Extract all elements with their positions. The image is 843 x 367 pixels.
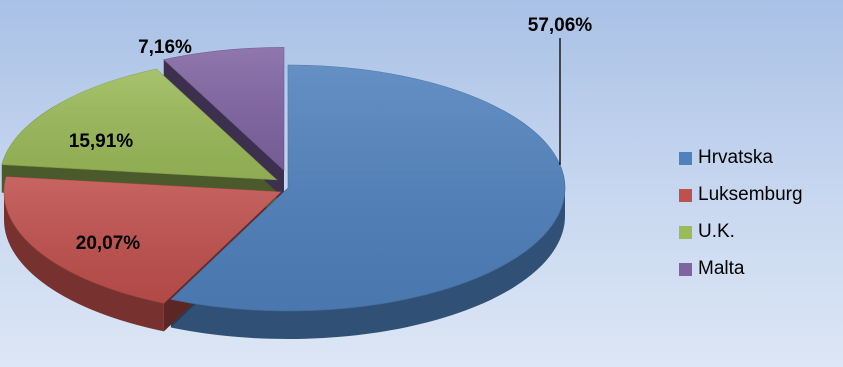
legend-swatch xyxy=(679,189,692,202)
legend-item-uk: U.K. xyxy=(679,221,735,242)
legend-label: Luksemburg xyxy=(698,184,803,205)
slices-layer xyxy=(1,47,566,340)
legend-item-luksemburg: Luksemburg xyxy=(679,184,803,205)
legend-item-malta: Malta xyxy=(679,258,745,279)
data-label-uk: 15,91% xyxy=(69,131,134,152)
data-labels: 57,06% 20,07% 15,91% 7,16% xyxy=(69,15,593,254)
legend-item-hrvatska: Hrvatska xyxy=(679,147,773,168)
legend: Hrvatska Luksemburg U.K. Malta xyxy=(679,147,803,279)
legend-swatch xyxy=(679,226,692,239)
data-label-hrvatska: 57,06% xyxy=(528,15,593,36)
legend-swatch xyxy=(679,263,692,276)
legend-swatch xyxy=(679,152,692,165)
data-label-malta: 7,16% xyxy=(138,37,192,58)
legend-label: Hrvatska xyxy=(698,147,773,168)
legend-label: U.K. xyxy=(698,221,735,242)
data-label-luksemburg: 20,07% xyxy=(76,233,141,254)
legend-label: Malta xyxy=(698,258,745,279)
